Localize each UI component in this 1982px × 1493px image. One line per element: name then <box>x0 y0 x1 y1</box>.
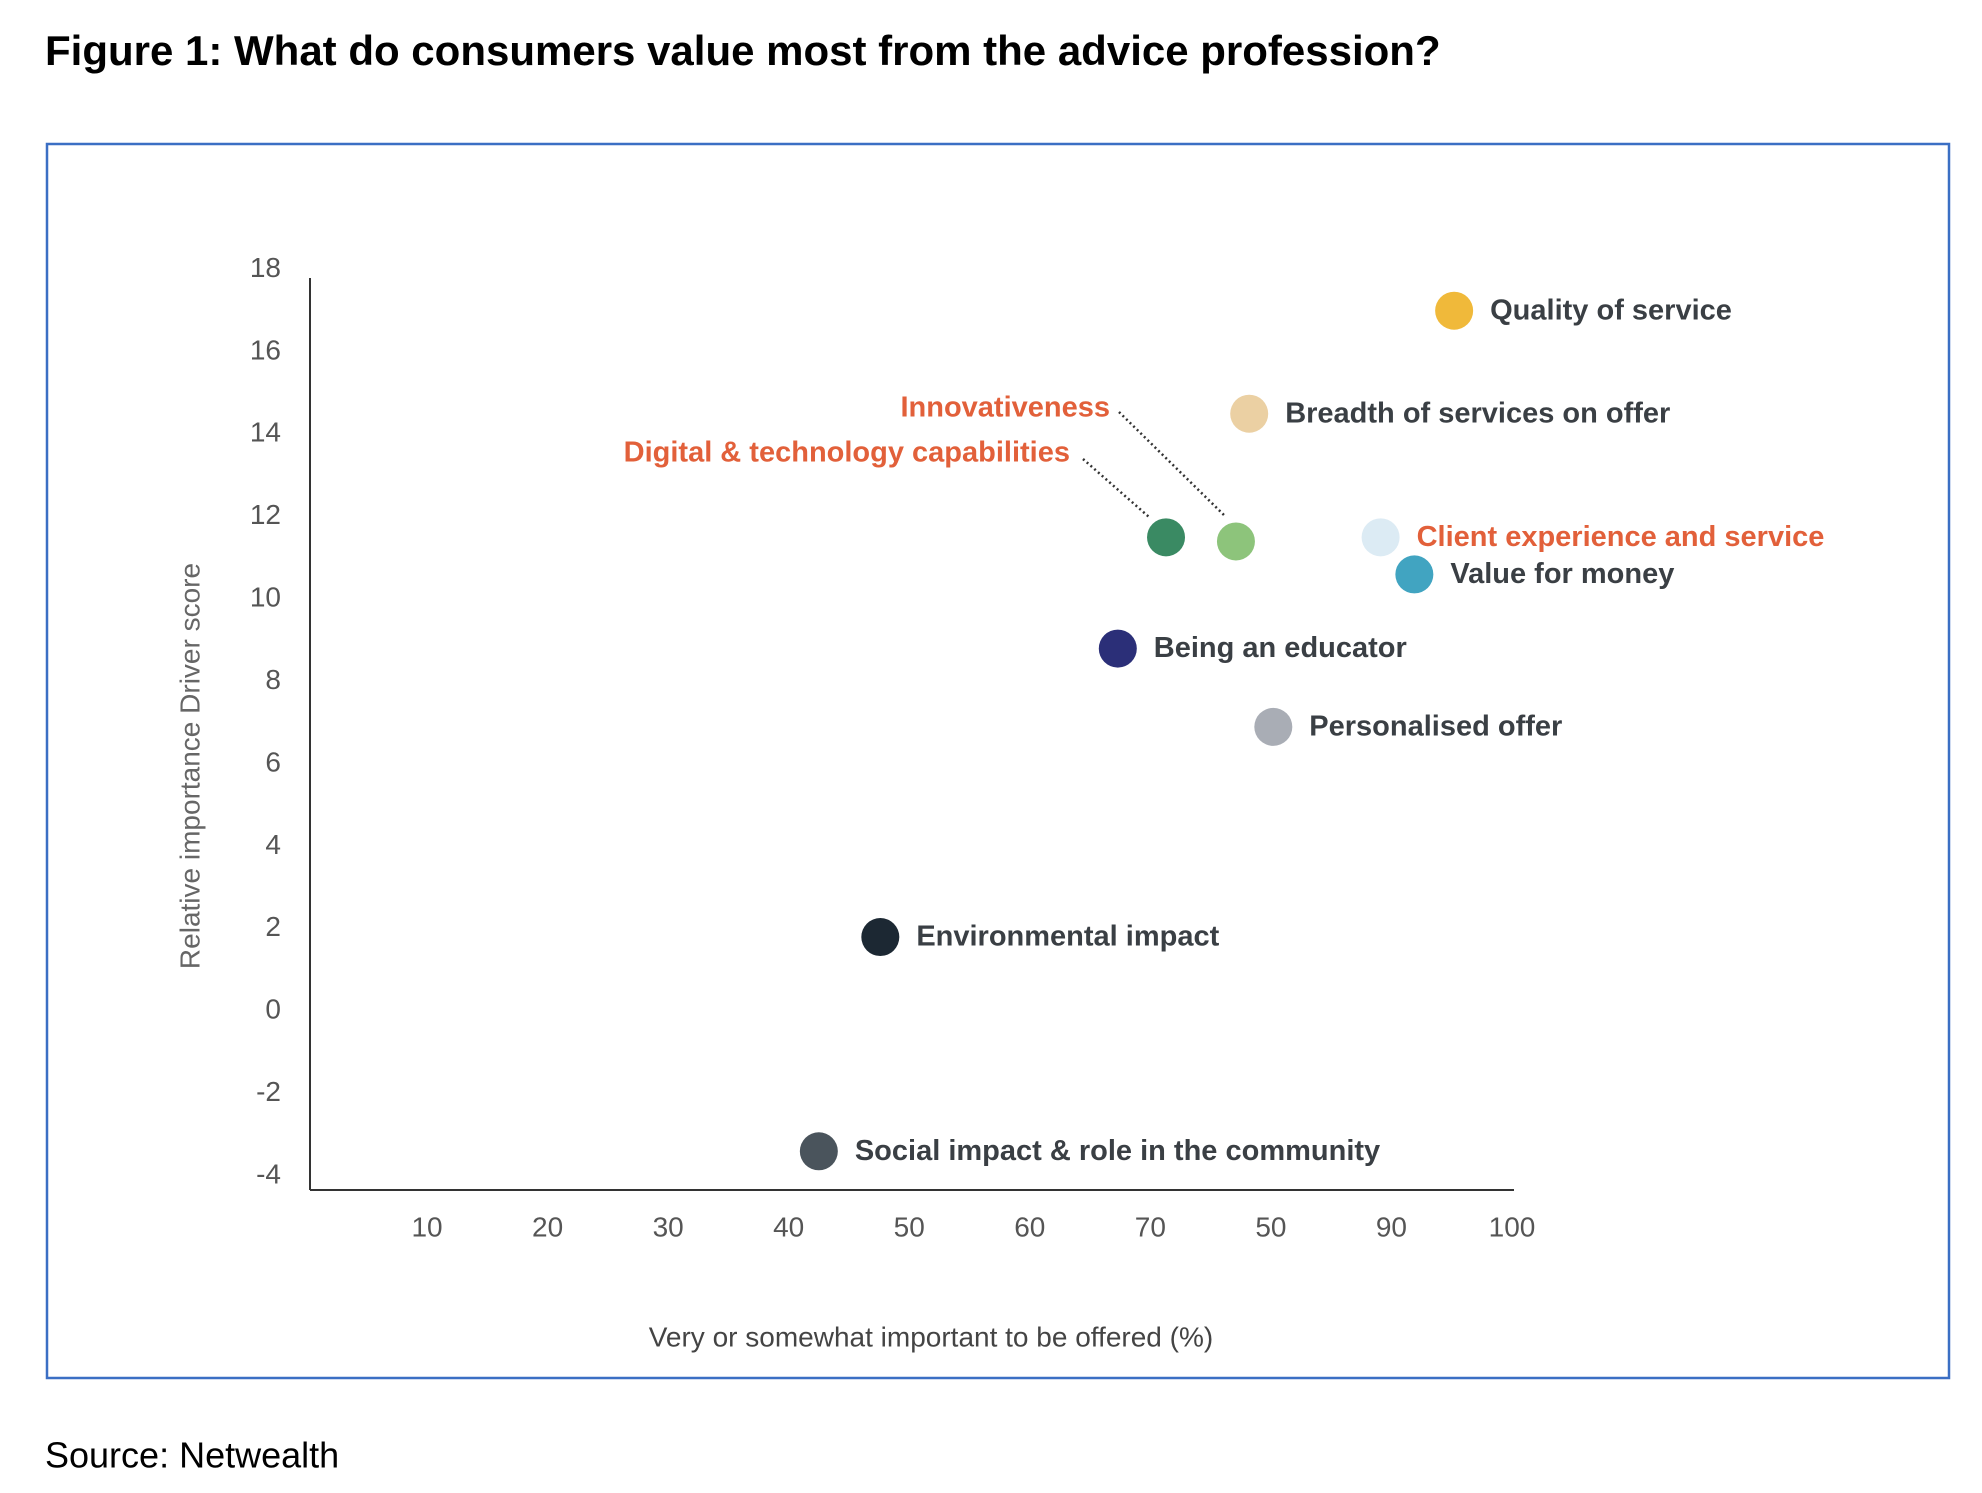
y-tick-label: 0 <box>265 994 281 1025</box>
y-tick-label: 8 <box>265 664 281 695</box>
y-tick-label: 6 <box>265 746 281 777</box>
x-tick-label: 50 <box>894 1211 925 1242</box>
y-tick-label: 14 <box>250 417 281 448</box>
data-point <box>1435 291 1474 330</box>
x-axis-title: Very or somewhat important to be offered… <box>649 1321 1213 1352</box>
point-label: Personalised offer <box>1309 711 1562 743</box>
data-point <box>1395 555 1434 594</box>
y-tick-label: 16 <box>250 334 281 365</box>
x-tick-label: 20 <box>532 1211 563 1242</box>
data-point <box>1254 707 1293 746</box>
y-tick-label: 10 <box>250 582 281 613</box>
x-tick-label: 70 <box>1135 1211 1166 1242</box>
point-label: Client experience and service <box>1417 521 1825 553</box>
x-tick-label: 100 <box>1489 1211 1536 1242</box>
y-tick-label: 12 <box>250 499 281 530</box>
y-axis-title: Relative importance Driver score <box>174 563 205 969</box>
data-point <box>1098 629 1137 668</box>
point-label: Digital & technology capabilities <box>624 437 1070 469</box>
x-tick-label: 50 <box>1255 1211 1286 1242</box>
figure-title: Figure 1: What do consumers value most f… <box>45 27 1441 74</box>
x-tick-label: 40 <box>773 1211 804 1242</box>
y-tick-label: 4 <box>265 829 281 860</box>
data-point <box>1147 518 1186 557</box>
x-tick-label: 10 <box>411 1211 442 1242</box>
x-tick-label: 90 <box>1376 1211 1407 1242</box>
point-label: Value for money <box>1450 558 1674 590</box>
data-point <box>799 1132 838 1171</box>
x-tick-label: 30 <box>653 1211 684 1242</box>
point-label: Environmental impact <box>916 921 1219 953</box>
point-label: Social impact & role in the community <box>855 1135 1380 1167</box>
data-point <box>1230 394 1269 433</box>
point-label: Being an educator <box>1154 632 1407 664</box>
y-tick-label: 2 <box>265 911 281 942</box>
data-point <box>861 918 900 957</box>
y-tick-label: 18 <box>250 252 281 283</box>
point-label: Quality of service <box>1490 294 1732 326</box>
data-point <box>1216 522 1255 561</box>
y-tick-label: -2 <box>256 1076 281 1107</box>
point-label: Innovativeness <box>900 392 1110 424</box>
y-tick-label: -4 <box>256 1158 281 1189</box>
source-note: Source: Netwealth <box>45 1435 339 1476</box>
data-point <box>1361 518 1400 557</box>
x-tick-label: 60 <box>1014 1211 1045 1242</box>
chart-frame <box>45 142 1951 1380</box>
point-label: Breadth of services on offer <box>1285 397 1670 429</box>
